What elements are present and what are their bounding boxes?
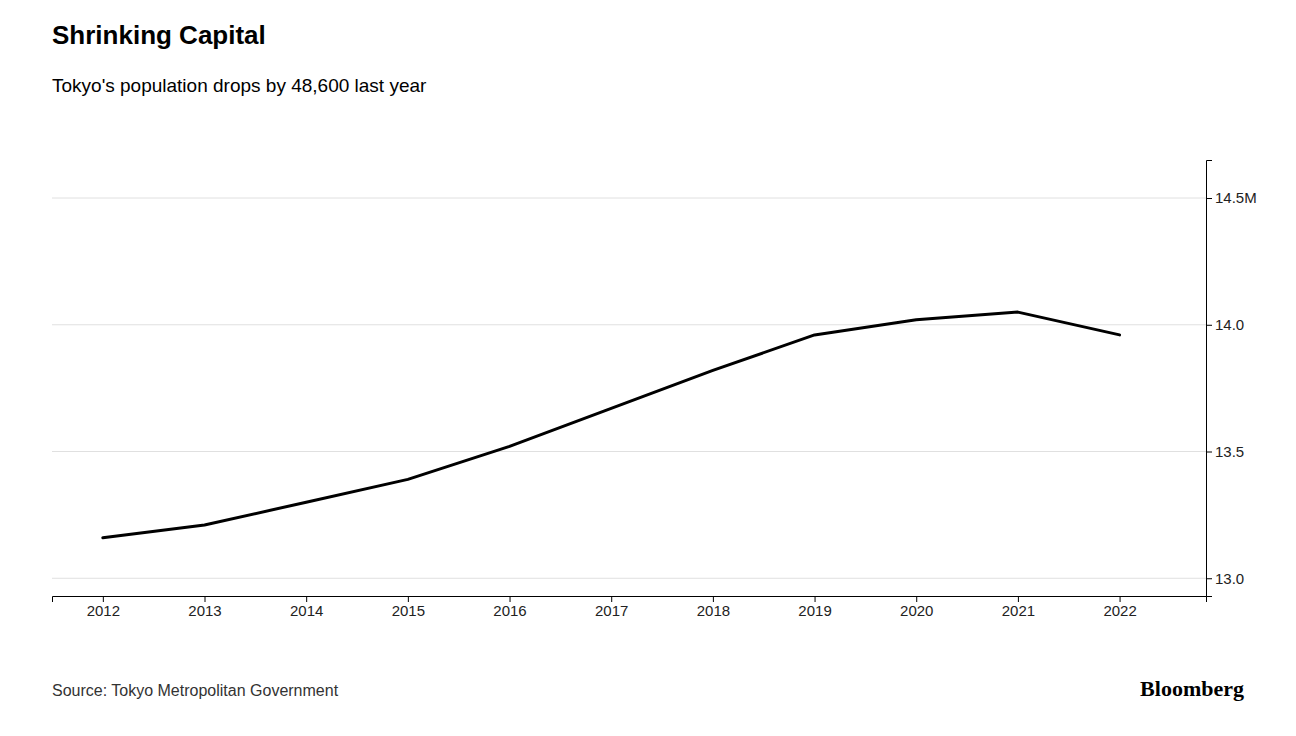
- y-tick: 13.0: [1206, 570, 1244, 587]
- y-tick-label: 13.5: [1215, 443, 1244, 460]
- x-tick-label: 2019: [798, 602, 831, 619]
- x-tick: 2021: [1002, 596, 1035, 619]
- x-tick-label: 2015: [392, 602, 425, 619]
- x-tick: 2017: [595, 596, 628, 619]
- grid-line: [52, 198, 1206, 199]
- x-tick: 2014: [290, 596, 323, 619]
- x-tick: 2020: [900, 596, 933, 619]
- grid-line: [52, 451, 1206, 452]
- y-tick-label: 14.0: [1215, 316, 1244, 333]
- x-tick: 2015: [392, 596, 425, 619]
- x-tick: 2013: [188, 596, 221, 619]
- y-axis-line: [1207, 161, 1213, 597]
- y-tick: 13.5: [1206, 443, 1244, 460]
- lines: [103, 312, 1120, 538]
- x-tick-label: 2013: [188, 602, 221, 619]
- y-tick-label: 13.0: [1215, 570, 1244, 587]
- x-tick-label: 2020: [900, 602, 933, 619]
- x-tick-label: 2017: [595, 602, 628, 619]
- y-tick: 14.5M: [1206, 189, 1257, 206]
- source: Source: Tokyo Metropolitan Government: [52, 682, 339, 699]
- y-tick: 14.0: [1206, 316, 1244, 333]
- x-tick-label: 2021: [1002, 602, 1035, 619]
- x-tick: 2022: [1103, 596, 1136, 619]
- grid-line: [52, 324, 1206, 325]
- subtitle: Tokyo's population drops by 48,600 last …: [52, 75, 427, 96]
- y-tick-mark: [1206, 452, 1212, 453]
- chart: Shrinking Capital Tokyo's population drop…: [0, 0, 1296, 736]
- y-tick-label: 14.5M: [1215, 189, 1257, 206]
- x-tick-label: 2012: [87, 602, 120, 619]
- x-tick-label: 2018: [697, 602, 730, 619]
- x-tick: 2018: [697, 596, 730, 619]
- title: Shrinking Capital: [52, 20, 266, 50]
- y-tick-mark: [1206, 325, 1212, 326]
- x-axis: 2012 2013 2014 2015 2016 2017 2018 2019 2020 2021…: [53, 596, 1207, 619]
- x-tick-label: 2014: [290, 602, 323, 619]
- branding: Bloomberg: [1140, 676, 1244, 701]
- x-tick: 2012: [87, 596, 120, 619]
- plot: 2012 2013 2014 2015 2016 2017 2018 2019 2020 2021…: [52, 161, 1257, 619]
- line: [103, 312, 1120, 538]
- x-tick-label: 2016: [493, 602, 526, 619]
- x-tick: 2016: [493, 596, 526, 619]
- y-axis: 13.0 13.5 14.0 14.5M: [1206, 161, 1257, 597]
- x-tick: 2019: [798, 596, 831, 619]
- grid: [52, 198, 1206, 578]
- y-tick-mark: [1206, 578, 1212, 579]
- grid-line: [52, 578, 1206, 579]
- x-tick-label: 2022: [1103, 602, 1136, 619]
- y-tick-mark: [1206, 198, 1212, 199]
